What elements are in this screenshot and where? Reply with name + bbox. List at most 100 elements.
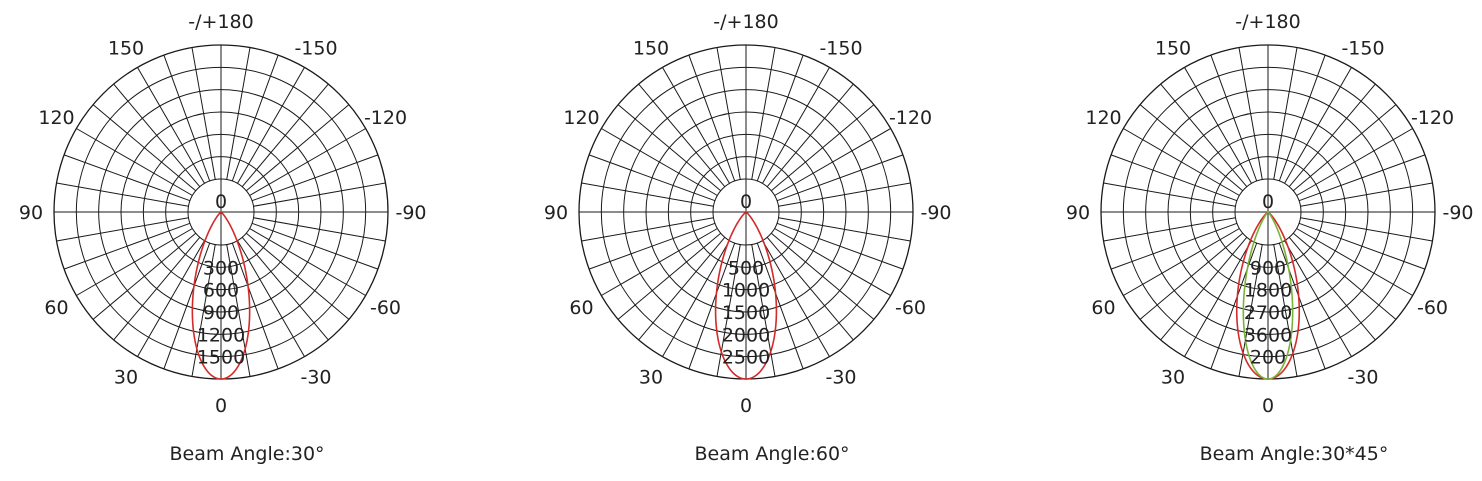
- grid-spoke: [249, 228, 366, 296]
- grid-spoke: [1300, 217, 1433, 242]
- angle-label: -/+180: [1235, 11, 1300, 33]
- grid-spoke: [92, 104, 197, 192]
- radial-label: 900: [1250, 257, 1286, 279]
- angle-label: -30: [300, 367, 331, 389]
- grid-spoke: [581, 182, 714, 207]
- angle-label: 30: [639, 367, 663, 389]
- grid-spoke: [756, 54, 804, 182]
- grid-spoke: [1238, 47, 1263, 180]
- angle-label: 30: [114, 367, 138, 389]
- angle-label: 120: [38, 107, 74, 129]
- grid-spoke: [56, 182, 189, 207]
- grid-spoke: [581, 217, 714, 242]
- grid-spoke: [1296, 228, 1413, 296]
- grid-spoke: [751, 47, 776, 180]
- grid-spoke: [1184, 240, 1252, 357]
- grid-spoke: [601, 128, 718, 196]
- grid-spoke: [588, 222, 716, 270]
- grid-spoke: [770, 232, 875, 320]
- chart-title: Beam Angle:30°: [169, 443, 324, 465]
- grid-spoke: [113, 83, 201, 188]
- grid-spoke: [1292, 104, 1397, 192]
- grid-spoke: [1300, 182, 1433, 207]
- angle-label: 60: [44, 297, 68, 319]
- grid-spoke: [751, 244, 776, 377]
- angle-label: -60: [370, 297, 401, 319]
- grid-spoke: [1210, 54, 1258, 182]
- grid-spoke: [716, 244, 741, 377]
- grid-spoke: [76, 228, 193, 296]
- grid-spoke: [237, 240, 305, 357]
- angle-label: -150: [1341, 38, 1384, 60]
- grid-spoke: [237, 67, 305, 184]
- grid-spoke: [1298, 154, 1426, 202]
- angle-label: 0: [1262, 395, 1274, 417]
- angle-label: -120: [364, 107, 407, 129]
- grid-spoke: [1292, 232, 1397, 320]
- grid-spoke: [226, 244, 251, 377]
- center-label: 0: [215, 191, 227, 213]
- grid-spoke: [766, 236, 854, 341]
- center-label: 0: [740, 191, 752, 213]
- grid-spoke: [226, 47, 251, 180]
- radial-label: 2700: [1244, 302, 1292, 324]
- grid-spoke: [251, 154, 379, 202]
- grid-spoke: [163, 54, 211, 182]
- grid-spoke: [251, 222, 379, 270]
- grid-spoke: [163, 242, 211, 370]
- angle-label: -60: [1417, 297, 1448, 319]
- angle-label: 30: [1161, 367, 1185, 389]
- angle-label: 150: [108, 38, 144, 60]
- grid-spoke: [191, 47, 216, 180]
- grid-spoke: [588, 154, 716, 202]
- angle-label: -30: [825, 367, 856, 389]
- angle-label: 60: [1091, 297, 1115, 319]
- grid-spoke: [63, 154, 191, 202]
- angle-label: 150: [633, 38, 669, 60]
- angle-label: 120: [1085, 107, 1121, 129]
- radial-label: 2500: [722, 347, 770, 369]
- grid-spoke: [56, 217, 189, 242]
- grid-spoke: [617, 232, 722, 320]
- grid-spoke: [1110, 154, 1238, 202]
- angle-label: -150: [819, 38, 862, 60]
- radial-label: 500: [728, 257, 764, 279]
- angle-label: -90: [920, 202, 951, 224]
- angle-label: -30: [1347, 367, 1378, 389]
- grid-spoke: [1123, 128, 1240, 196]
- grid-spoke: [1123, 228, 1240, 296]
- angle-label: -/+180: [713, 11, 778, 33]
- chart-title: Beam Angle:60°: [694, 443, 849, 465]
- grid-spoke: [1160, 236, 1248, 341]
- grid-spoke: [1284, 240, 1352, 357]
- grid-spoke: [1298, 222, 1426, 270]
- center-label: 0: [1262, 191, 1274, 213]
- grid-spoke: [1103, 217, 1236, 242]
- intensity-curve-2: [1242, 211, 1294, 380]
- grid-spoke: [662, 67, 730, 184]
- grid-spoke: [241, 236, 329, 341]
- angle-label: 0: [740, 395, 752, 417]
- angle-label: -120: [889, 107, 932, 129]
- grid-spoke: [1110, 222, 1238, 270]
- grid-spoke: [774, 128, 891, 196]
- grid-spoke: [688, 54, 736, 182]
- radial-label: 1500: [197, 347, 245, 369]
- radial-label: 1500: [722, 302, 770, 324]
- grid-spoke: [113, 236, 201, 341]
- intensity-curve-1: [191, 211, 251, 380]
- angle-label: 90: [544, 202, 568, 224]
- radial-label: 200: [1250, 347, 1286, 369]
- grid-spoke: [1296, 128, 1413, 196]
- grid-spoke: [778, 182, 911, 207]
- radial-label: 300: [203, 257, 239, 279]
- grid-spoke: [1160, 83, 1248, 188]
- radial-label: 900: [203, 302, 239, 324]
- grid-spoke: [1273, 47, 1298, 180]
- grid-spoke: [249, 128, 366, 196]
- grid-spoke: [762, 67, 830, 184]
- grid-spoke: [778, 217, 911, 242]
- grid-spoke: [601, 228, 718, 296]
- grid-spoke: [1139, 232, 1244, 320]
